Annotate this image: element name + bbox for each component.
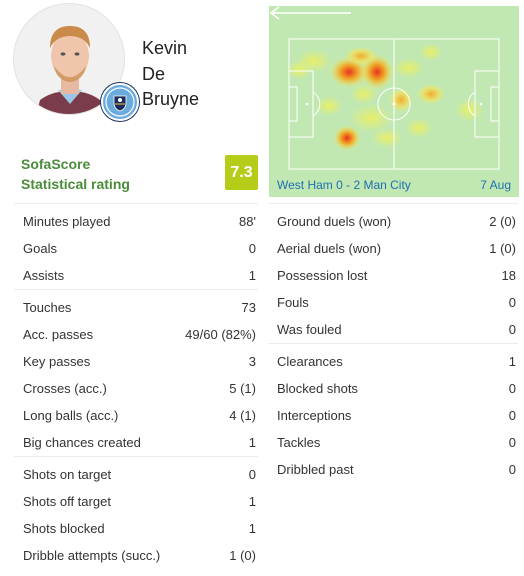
player-last-name: Bruyne	[142, 89, 200, 109]
match-label[interactable]: West Ham 0 - 2 Man City	[277, 178, 411, 192]
player-middle-name: De	[142, 63, 166, 84]
stat-label: Assists	[23, 268, 65, 283]
heatmap-pitch	[287, 38, 500, 170]
rating-badge: 7.3	[225, 155, 258, 190]
stat-row: Acc. passes 49/60 (82%)	[14, 321, 258, 348]
man-city-crest-icon	[105, 87, 135, 117]
stat-row: Assists 1	[14, 262, 258, 289]
stat-value: 2 (0)	[489, 214, 516, 229]
stat-value: 1 (0)	[489, 241, 516, 256]
stat-row: Minutes played 88'	[14, 208, 258, 235]
stat-value: 1	[248, 521, 256, 536]
stat-value: 0	[508, 295, 516, 310]
stat-row: Touches 73	[14, 294, 258, 321]
stat-value: 1	[248, 268, 256, 283]
stat-row: Was fouled 0	[268, 316, 518, 343]
stat-value: 3	[248, 354, 256, 369]
stat-label: Acc. passes	[23, 327, 94, 342]
stat-label: Ground duels (won)	[277, 214, 392, 229]
stat-row: Shots blocked 1	[14, 515, 258, 542]
stat-label: Tackles	[277, 435, 321, 450]
stat-row: Shots off target 1	[14, 488, 258, 515]
stats-right-column: Ground duels (won) 2 (0) Aerial duels (wo…	[268, 203, 518, 483]
stat-value: 0	[248, 241, 256, 256]
stat-row: Tackles 0	[268, 429, 518, 456]
stat-label: Shots on target	[23, 467, 112, 482]
stat-row: Ground duels (won) 2 (0)	[268, 208, 518, 235]
stat-value: 73	[241, 300, 256, 315]
stat-label: Was fouled	[277, 322, 342, 337]
stat-label: Dribbled past	[277, 462, 354, 477]
stat-label: Goals	[23, 241, 57, 256]
stat-value: 1	[248, 435, 256, 450]
stat-row: Dribble attempts (succ.) 1 (0)	[14, 542, 258, 569]
stats-left-column: Minutes played 88' Goals 0 Assists 1 Touche…	[14, 203, 258, 569]
stat-label: Possession lost	[277, 268, 368, 283]
match-date: 7 Aug	[480, 178, 511, 192]
stat-label: Minutes played	[23, 214, 111, 229]
stat-label: Aerial duels (won)	[277, 241, 382, 256]
stat-row: Key passes 3	[14, 348, 258, 375]
stats-group-defending: Clearances 1 Blocked shots 0 Interceptions…	[268, 344, 518, 483]
stat-value: 0	[508, 462, 516, 477]
stat-value: 0	[248, 467, 256, 482]
stat-row: Aerial duels (won) 1 (0)	[268, 235, 518, 262]
stat-label: Key passes	[23, 354, 91, 369]
stat-label: Crosses (acc.)	[23, 381, 107, 396]
stat-value: 0	[508, 381, 516, 396]
rating-label: SofaScore Statistical rating	[21, 154, 130, 194]
stat-label: Clearances	[277, 354, 343, 369]
stat-value: 5 (1)	[229, 381, 256, 396]
stat-value: 0	[508, 322, 516, 337]
stat-row: Dribbled past 0	[268, 456, 518, 483]
player-first-name: Kevin	[142, 38, 188, 58]
stat-label: Shots off target	[23, 494, 111, 509]
stat-value: 49/60 (82%)	[185, 327, 256, 342]
stats-group-duels: Ground duels (won) 2 (0) Aerial duels (wo…	[268, 204, 518, 344]
stat-label: Big chances created	[23, 435, 141, 450]
left-arrow-icon	[269, 6, 351, 20]
rating-label-line2: Statistical rating	[21, 176, 130, 192]
stat-value: 88'	[239, 214, 256, 229]
stat-row: Interceptions 0	[268, 402, 518, 429]
player-photo-icon	[36, 26, 104, 114]
stat-row: Big chances created 1	[14, 429, 258, 456]
stats-group-shooting: Shots on target 0 Shots off target 1 Shots…	[14, 457, 258, 569]
stat-row: Crosses (acc.) 5 (1)	[14, 375, 258, 402]
stat-value: 0	[508, 408, 516, 423]
stat-label: Dribble attempts (succ.)	[23, 548, 161, 563]
club-badge	[101, 83, 139, 121]
stat-label: Touches	[23, 300, 72, 315]
stat-row: Clearances 1	[268, 348, 518, 375]
heatmap: West Ham 0 - 2 Man City 7 Aug	[269, 6, 519, 197]
stat-label: Interceptions	[277, 408, 352, 423]
player-avatar	[13, 3, 125, 115]
stat-value: 0	[508, 435, 516, 450]
stats-group-general: Minutes played 88' Goals 0 Assists 1	[14, 204, 258, 290]
stat-label: Shots blocked	[23, 521, 105, 536]
stat-value: 1	[248, 494, 256, 509]
player-name: Kevin De Bruyne	[142, 36, 252, 113]
stat-label: Long balls (acc.)	[23, 408, 119, 423]
stat-row: Possession lost 18	[268, 262, 518, 289]
stat-row: Fouls 0	[268, 289, 518, 316]
player-avatar-wrap	[13, 3, 139, 121]
stat-label: Fouls	[277, 295, 309, 310]
stat-row: Goals 0	[14, 235, 258, 262]
stat-label: Blocked shots	[277, 381, 358, 396]
stat-row: Blocked shots 0	[268, 375, 518, 402]
stats-group-passing: Touches 73 Acc. passes 49/60 (82%) Key pas…	[14, 290, 258, 457]
stat-value: 4 (1)	[229, 408, 256, 423]
stat-row: Long balls (acc.) 4 (1)	[14, 402, 258, 429]
rating-label-line1: SofaScore	[21, 156, 91, 172]
stat-value: 1 (0)	[229, 548, 256, 563]
stat-value: 18	[501, 268, 516, 283]
stat-value: 1	[508, 354, 516, 369]
stat-row: Shots on target 0	[14, 461, 258, 488]
